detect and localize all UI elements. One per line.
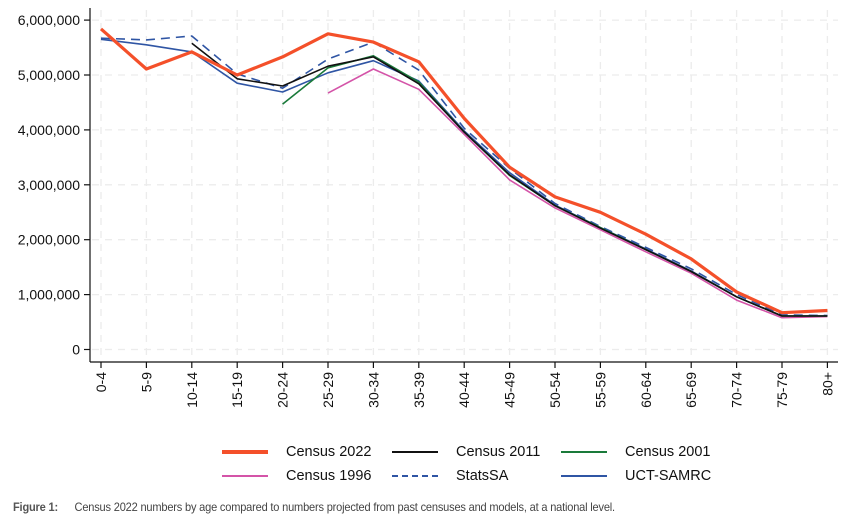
x-tick-label: 45-49	[502, 372, 518, 408]
legend-swatch	[392, 475, 438, 477]
series-line-statssa	[100, 35, 828, 317]
legend-item-census-2022: Census 2022	[222, 442, 371, 462]
x-tick-label: 15-19	[229, 372, 245, 408]
y-tick-label: 4,000,000	[18, 122, 80, 138]
x-tick-label: 40-44	[456, 372, 472, 408]
legend-label: Census 1996	[286, 468, 372, 484]
x-tick-label: 25-29	[320, 372, 336, 408]
line-chart: 0 1,000,000 2,000,000 3,000,000 4,000,000 5,0…	[18, 8, 838, 408]
x-tick-label: 30-34	[365, 372, 381, 408]
gridlines	[92, 10, 838, 360]
legend-label: Census 2022	[286, 444, 372, 460]
x-tick-label: 10-14	[184, 372, 200, 408]
legend-item-census-1996: Census 1996	[222, 466, 371, 486]
legend-swatch	[222, 475, 268, 477]
legend-swatch	[222, 450, 268, 454]
y-tick-label: 5,000,000	[18, 67, 80, 83]
legend-label: Census 2001	[625, 444, 711, 460]
figure-caption: Figure 1: Census 2022 numbers by age comp…	[13, 500, 615, 514]
y-tick-label: 2,000,000	[18, 232, 80, 248]
x-tick-label: 70-74	[729, 372, 745, 408]
x-tick-label: 50-54	[547, 372, 563, 408]
series-line-census-2022	[99, 27, 828, 315]
series-line-census-2011	[191, 42, 828, 317]
y-axis-ticks: 0 1,000,000 2,000,000 3,000,000 4,000,000 5,0…	[18, 12, 90, 358]
legend-label: StatsSA	[456, 468, 509, 484]
y-tick-label: 1,000,000	[18, 287, 80, 303]
legend-swatch	[392, 451, 438, 453]
x-tick-label: 0-4	[93, 372, 109, 392]
caption-text: Census 2022 numbers by age compared to n…	[74, 500, 616, 514]
y-tick-label: 6,000,000	[18, 12, 80, 28]
figure-label: Figure 1:	[13, 500, 58, 514]
series-line-census-1996	[327, 68, 828, 319]
legend-swatch	[561, 451, 607, 453]
x-tick-label: 20-24	[275, 372, 291, 408]
y-tick-label: 3,000,000	[18, 177, 80, 193]
x-tick-label: 80+	[819, 372, 835, 396]
legend-swatch	[561, 475, 607, 477]
x-tick-label: 5-9	[138, 372, 154, 392]
legend-label: Census 2011	[456, 444, 541, 460]
legend: Census 2022 Census 2011 Census 2001 Cens…	[0, 440, 859, 490]
x-tick-label: 65-69	[683, 372, 699, 408]
legend-item-statssa: StatsSA	[392, 466, 508, 486]
x-axis-ticks: 0-4 5-9 10-14 15-19 20-24 25-29 30-34 35-39 40-4…	[93, 362, 835, 408]
legend-item-uct-samrc: UCT-SAMRC	[561, 466, 711, 486]
legend-item-census-2001: Census 2001	[561, 442, 710, 462]
x-tick-label: 75-79	[774, 372, 790, 408]
legend-item-census-2011: Census 2011	[392, 442, 540, 462]
x-tick-label: 35-39	[411, 372, 427, 408]
series-layer	[99, 27, 828, 319]
x-tick-label: 55-59	[592, 372, 608, 408]
x-tick-label: 60-64	[638, 372, 654, 408]
legend-label: UCT-SAMRC	[625, 468, 712, 484]
y-tick-label: 0	[72, 342, 80, 358]
